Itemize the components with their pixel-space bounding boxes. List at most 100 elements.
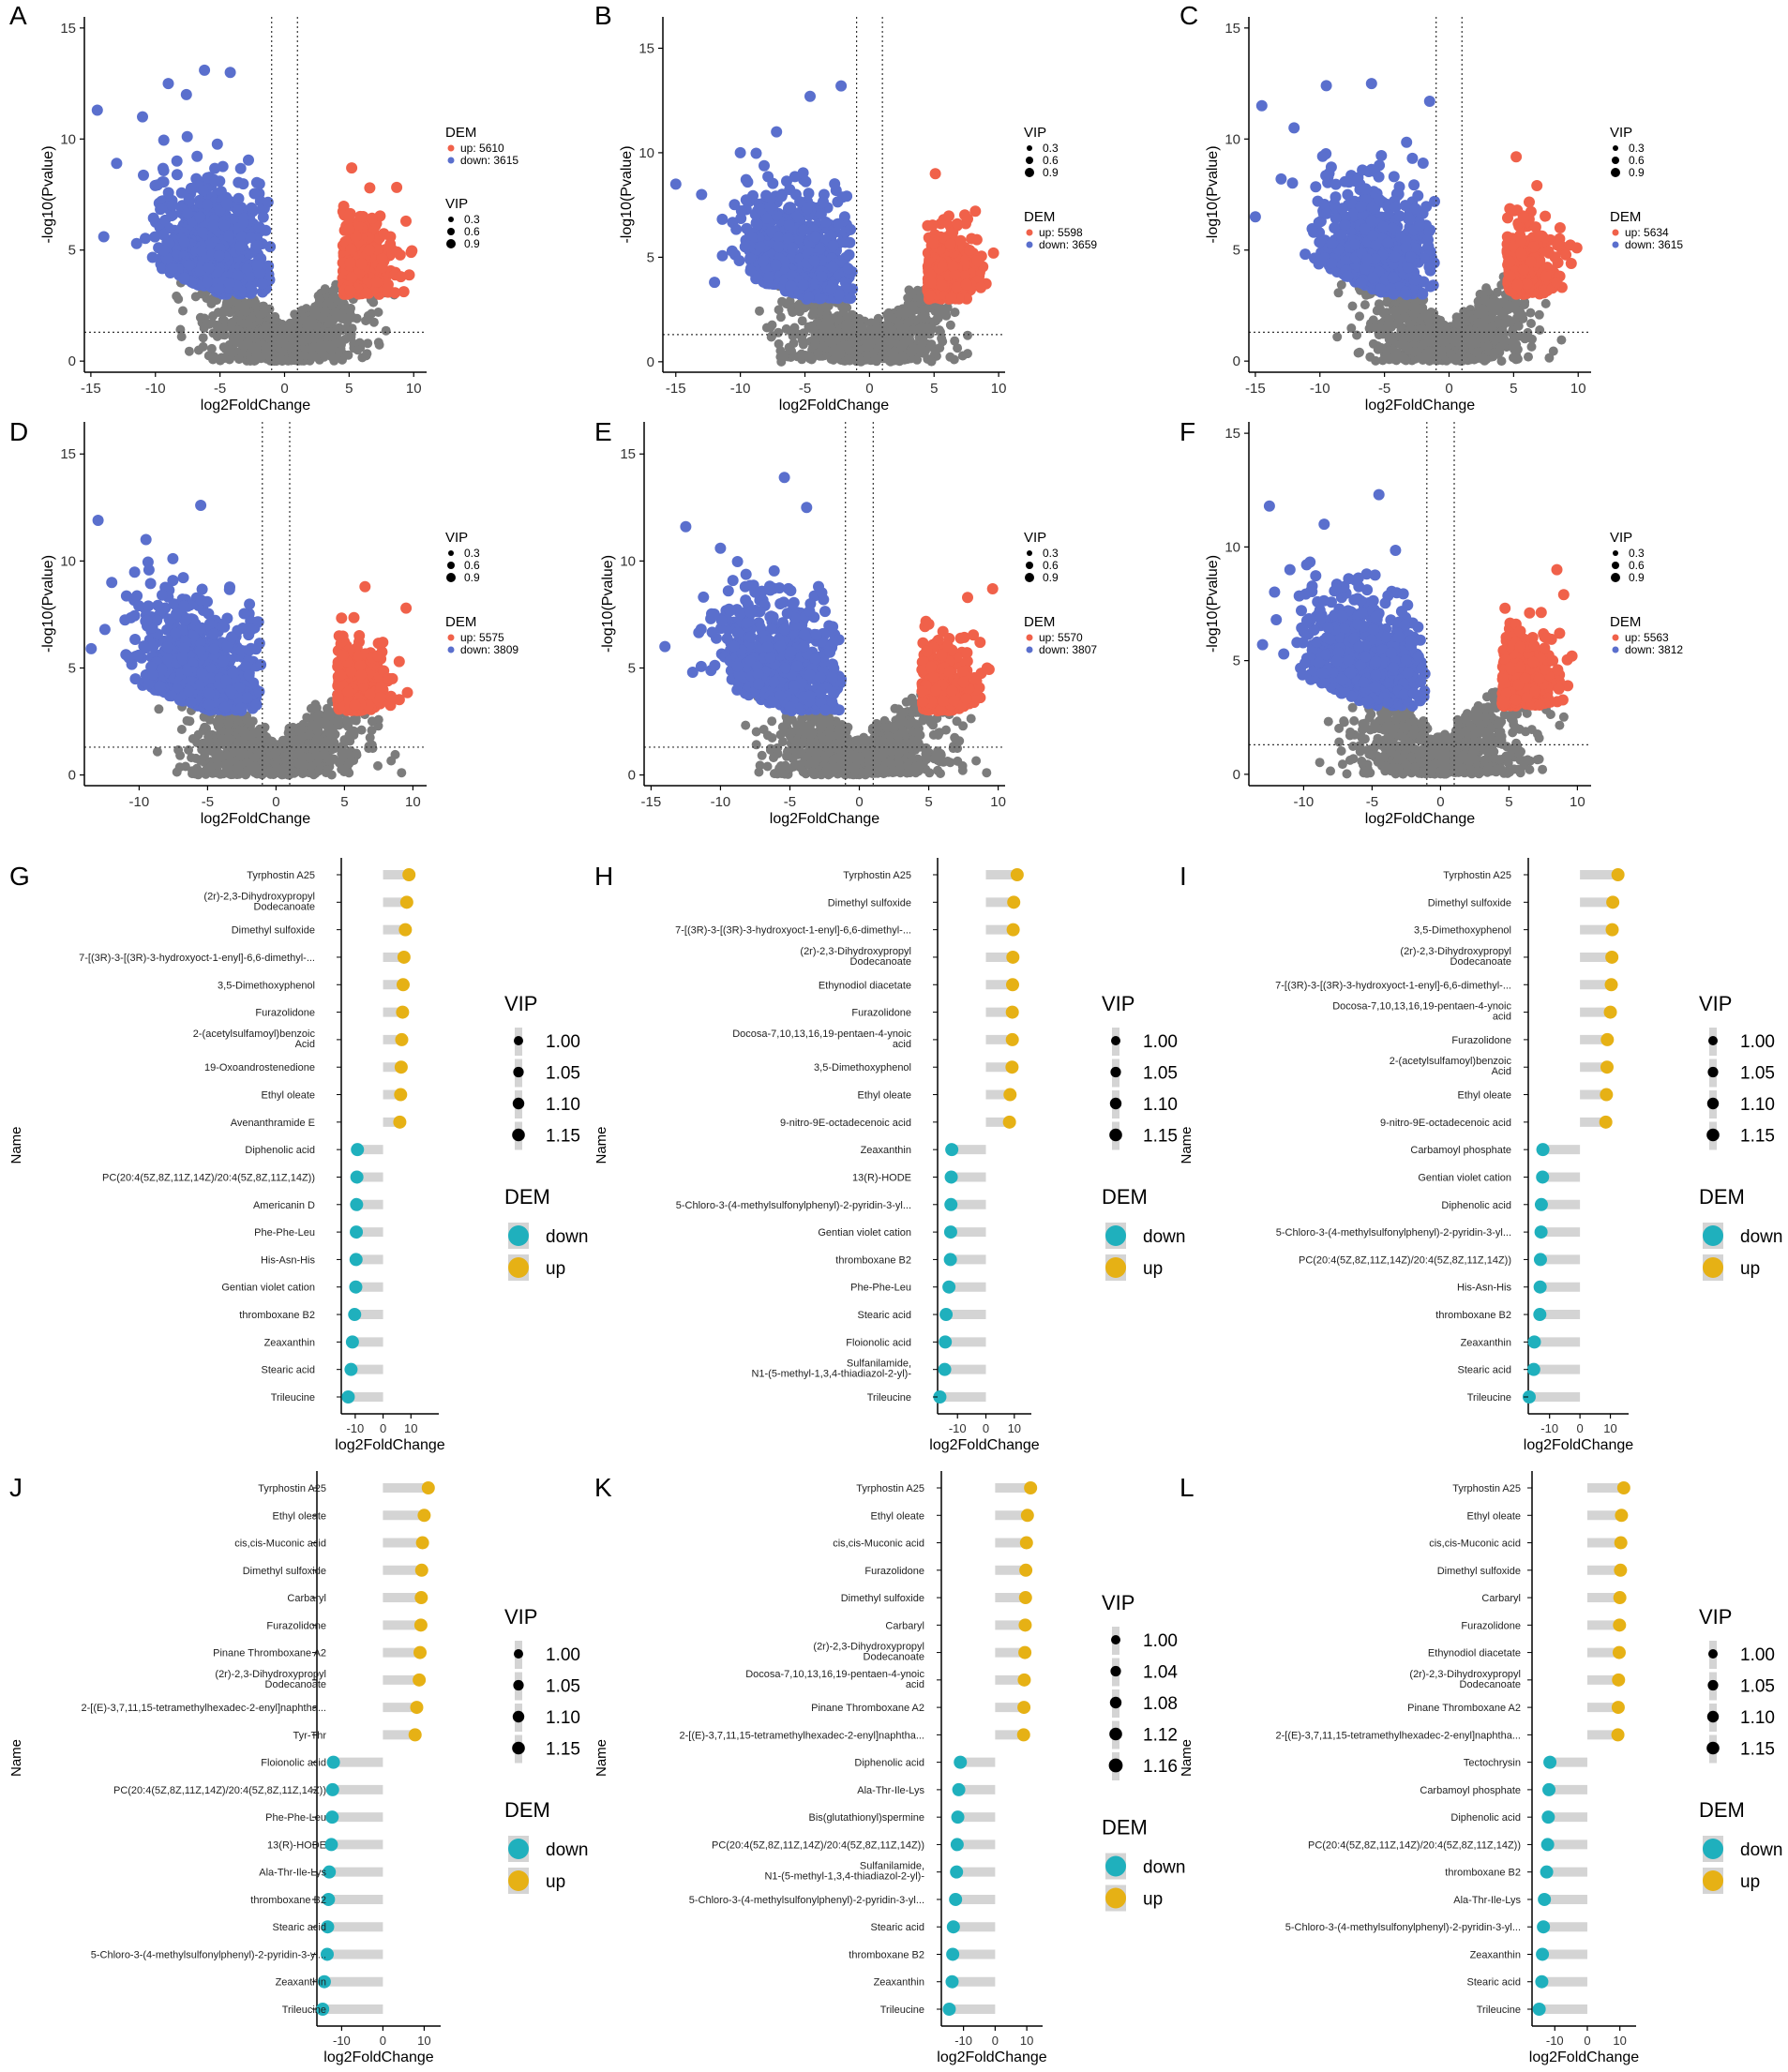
point-down	[755, 241, 766, 252]
point-ns	[1348, 302, 1358, 311]
point-ns	[1491, 297, 1500, 307]
point-down	[773, 241, 784, 252]
point-ns	[382, 326, 391, 336]
point-down	[785, 202, 796, 213]
point-ns	[905, 285, 914, 294]
point-ns	[239, 319, 248, 328]
point-down	[784, 219, 795, 231]
point-down	[844, 237, 855, 248]
point-up	[356, 258, 368, 269]
point-ns	[331, 307, 340, 316]
point-down	[696, 189, 707, 201]
point-down	[744, 253, 756, 264]
point-ns	[1508, 338, 1517, 347]
point-down	[237, 218, 248, 229]
x-axis-label: log2FoldChange	[201, 398, 311, 413]
point-down	[741, 194, 752, 205]
point-ns	[862, 342, 871, 352]
point-down	[184, 260, 195, 271]
point-down	[235, 163, 247, 174]
point-ns	[900, 307, 909, 316]
point-ns	[897, 352, 907, 361]
point-up	[975, 282, 986, 293]
point-ns	[945, 353, 954, 362]
point-up	[377, 253, 388, 264]
point-ns	[374, 338, 383, 347]
point-ns	[251, 353, 261, 363]
data-points	[92, 65, 418, 366]
point-down	[787, 243, 798, 254]
legend-dem-title: DEM	[1024, 209, 1055, 225]
point-down	[137, 112, 148, 123]
point-ns	[1388, 336, 1397, 345]
point-ns	[277, 355, 286, 365]
point-ns	[963, 331, 972, 340]
point-ns	[1508, 325, 1517, 335]
point-ns	[1483, 342, 1493, 352]
panel-letter: C	[1179, 1, 1198, 30]
point-up	[946, 292, 957, 303]
point-down	[802, 203, 813, 215]
point-down	[246, 284, 257, 295]
point-down	[1287, 177, 1299, 188]
point-ns	[259, 308, 268, 318]
point-ns	[343, 351, 353, 360]
legend-vip-label: 0.6	[1043, 154, 1059, 167]
point-ns	[809, 307, 819, 316]
point-down	[186, 183, 197, 194]
point-down	[194, 212, 205, 223]
point-down	[251, 260, 263, 271]
point-ns	[1430, 338, 1439, 348]
point-down	[248, 188, 260, 200]
point-down	[1408, 179, 1420, 190]
point-up	[922, 220, 933, 232]
x-tick-label: 10	[406, 381, 422, 397]
point-down	[816, 208, 827, 219]
point-ns	[1378, 308, 1388, 318]
point-ns	[1480, 295, 1490, 305]
y-tick-label: 0	[647, 354, 654, 370]
point-ns	[1389, 346, 1398, 355]
point-ns	[1478, 323, 1487, 333]
point-ns	[927, 357, 937, 367]
point-down	[784, 184, 795, 195]
point-down	[237, 178, 248, 189]
point-down	[196, 246, 207, 257]
legend-vip-key	[446, 239, 456, 248]
point-down	[833, 218, 844, 230]
point-down	[740, 241, 751, 252]
point-up	[391, 182, 402, 193]
point-ns	[767, 331, 776, 340]
legend-dem-key	[448, 145, 455, 152]
point-down	[810, 232, 821, 243]
point-ns	[913, 286, 923, 295]
point-down	[745, 265, 757, 277]
x-tick-label: 10	[991, 381, 1007, 397]
point-down	[182, 131, 193, 143]
point-down	[804, 91, 816, 102]
point-down	[809, 255, 820, 266]
point-ns	[1411, 333, 1420, 342]
point-down	[176, 188, 188, 199]
y-tick-label: 15	[60, 21, 76, 37]
point-ns	[755, 307, 764, 316]
point-down	[816, 271, 827, 282]
point-down	[92, 105, 103, 116]
point-down	[798, 167, 809, 178]
legend-vip-key	[448, 217, 454, 222]
point-down	[224, 278, 235, 289]
point-ns	[1494, 334, 1503, 343]
point-down	[199, 65, 210, 76]
point-up	[343, 224, 354, 235]
point-ns	[362, 351, 371, 360]
point-ns	[262, 345, 271, 354]
point-ns	[227, 323, 236, 333]
point-down	[163, 188, 174, 199]
point-down	[179, 236, 190, 248]
point-down	[670, 178, 682, 189]
point-up	[947, 261, 958, 272]
point-ns	[901, 323, 910, 333]
point-ns	[845, 346, 854, 355]
point-up	[971, 255, 983, 266]
